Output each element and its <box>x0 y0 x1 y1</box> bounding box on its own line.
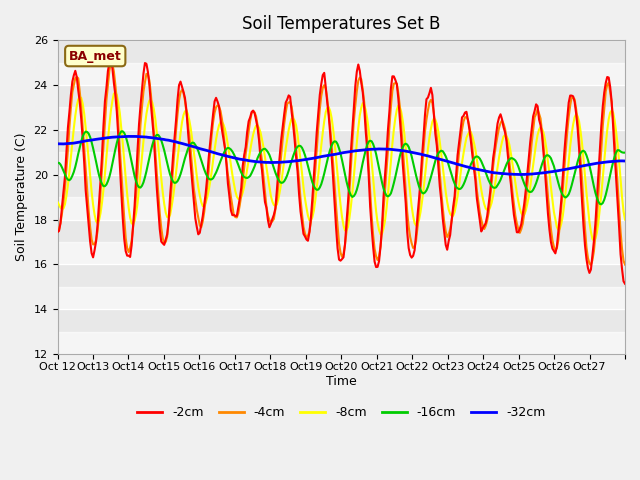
Bar <box>58 18 625 40</box>
Bar <box>58 242 625 264</box>
Bar <box>58 108 625 130</box>
Bar <box>58 62 625 85</box>
X-axis label: Time: Time <box>326 374 356 387</box>
Text: BA_met: BA_met <box>69 49 122 62</box>
Y-axis label: Soil Temperature (C): Soil Temperature (C) <box>15 133 28 261</box>
Bar <box>58 332 625 354</box>
Title: Soil Temperatures Set B: Soil Temperatures Set B <box>242 15 440 33</box>
Legend: -2cm, -4cm, -8cm, -16cm, -32cm: -2cm, -4cm, -8cm, -16cm, -32cm <box>132 401 550 424</box>
Bar <box>58 287 625 309</box>
Bar <box>58 197 625 219</box>
Bar <box>58 152 625 175</box>
